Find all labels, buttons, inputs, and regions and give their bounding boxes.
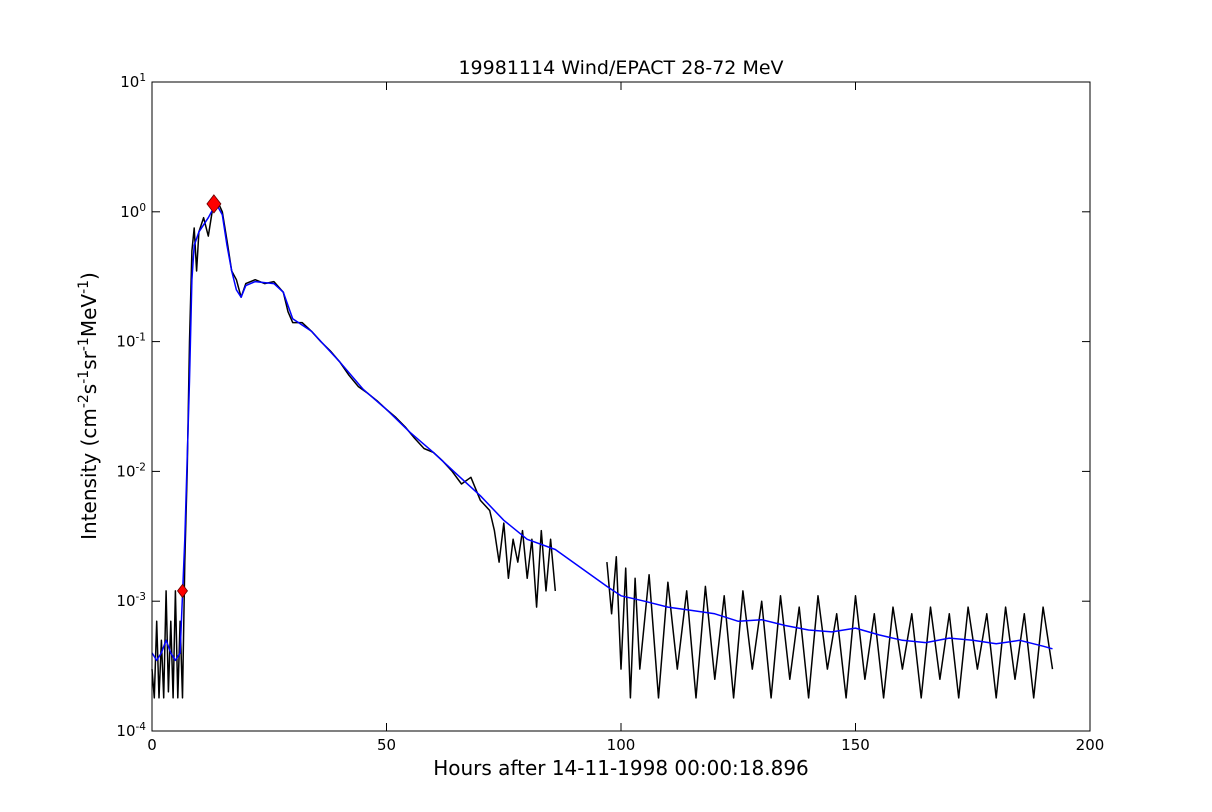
- x-tick-label: 0: [147, 736, 157, 754]
- chart-title: 19981114 Wind/EPACT 28-72 MeV: [458, 57, 783, 79]
- x-tick-label: 50: [377, 736, 396, 754]
- y-tick-label: 10-4: [116, 721, 146, 740]
- y-tick-label: 10-1: [116, 332, 146, 351]
- y-tick-label: 10-3: [116, 591, 146, 610]
- x-tick-label: 150: [841, 736, 870, 754]
- x-tick-label: 100: [607, 736, 636, 754]
- y-tick-label: 10-2: [116, 461, 146, 480]
- x-axis-label: Hours after 14-11-1998 00:00:18.896: [433, 756, 809, 780]
- marker: [176, 583, 188, 599]
- data-line: [151, 205, 1053, 662]
- y-tick-label: 101: [120, 72, 146, 91]
- y-axis-label: Intensity (cm-2s-1sr-1MeV-1): [76, 272, 101, 540]
- data-line: [151, 200, 1054, 699]
- y-tick-label: 100: [120, 202, 146, 221]
- x-tick-label: 200: [1076, 736, 1105, 754]
- marker: [206, 194, 222, 214]
